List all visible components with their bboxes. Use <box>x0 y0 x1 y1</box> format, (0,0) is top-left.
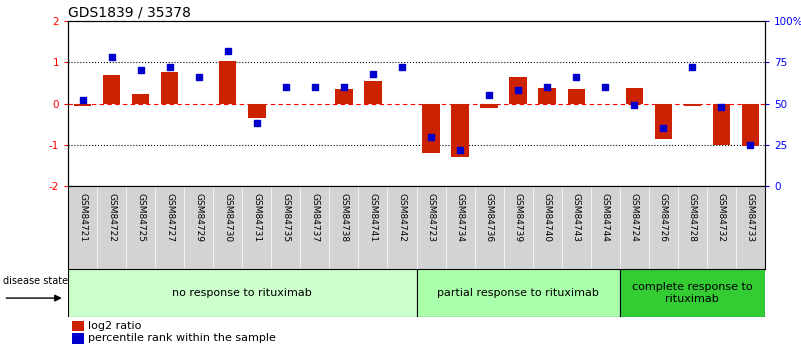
Text: GSM84744: GSM84744 <box>601 193 610 242</box>
Text: GSM84740: GSM84740 <box>543 193 552 242</box>
Text: GSM84726: GSM84726 <box>659 193 668 242</box>
Bar <box>626 88 643 103</box>
Text: disease state: disease state <box>3 276 69 286</box>
Text: log2 ratio: log2 ratio <box>87 321 141 331</box>
Point <box>599 84 612 90</box>
Point <box>163 64 176 70</box>
Text: GSM84742: GSM84742 <box>397 193 406 242</box>
Text: GSM84734: GSM84734 <box>456 193 465 242</box>
Text: no response to rituximab: no response to rituximab <box>172 288 312 298</box>
Point <box>251 121 264 126</box>
Bar <box>620 269 765 317</box>
Point <box>280 84 292 90</box>
Text: GSM84721: GSM84721 <box>78 193 87 242</box>
Bar <box>161 72 179 104</box>
Text: GSM84728: GSM84728 <box>688 193 697 242</box>
Text: GSM84735: GSM84735 <box>281 193 290 242</box>
Text: percentile rank within the sample: percentile rank within the sample <box>87 333 276 343</box>
Bar <box>417 269 620 317</box>
Text: GSM84722: GSM84722 <box>107 193 116 242</box>
Bar <box>219 61 236 104</box>
Point <box>483 92 496 98</box>
Point <box>570 74 582 80</box>
Point <box>396 64 409 70</box>
Text: GSM84737: GSM84737 <box>311 193 320 242</box>
Text: GSM84723: GSM84723 <box>427 193 436 242</box>
Bar <box>103 75 120 103</box>
Point <box>308 84 321 90</box>
Point <box>715 104 728 110</box>
Bar <box>68 269 417 317</box>
Point <box>337 84 350 90</box>
Bar <box>364 81 381 104</box>
Bar <box>713 104 731 145</box>
Text: GSM84731: GSM84731 <box>252 193 261 242</box>
Bar <box>74 104 91 106</box>
Text: GSM84733: GSM84733 <box>746 193 755 242</box>
Bar <box>683 104 701 106</box>
Point <box>512 88 525 93</box>
Text: GSM84725: GSM84725 <box>136 193 145 242</box>
Bar <box>71 321 84 331</box>
Text: GSM84729: GSM84729 <box>195 193 203 242</box>
Text: GSM84724: GSM84724 <box>630 193 638 242</box>
Point <box>686 64 698 70</box>
Bar <box>422 104 440 153</box>
Bar <box>132 95 149 103</box>
Bar <box>248 104 266 118</box>
Bar <box>335 89 352 104</box>
Text: GSM84730: GSM84730 <box>223 193 232 242</box>
Point <box>744 142 757 148</box>
Text: GSM84736: GSM84736 <box>485 193 493 242</box>
Text: complete response to
rituximab: complete response to rituximab <box>632 283 753 304</box>
Bar <box>567 89 585 104</box>
Point <box>105 55 118 60</box>
Text: GSM84732: GSM84732 <box>717 193 726 242</box>
Bar <box>742 104 759 146</box>
Point <box>135 68 147 73</box>
Point <box>367 71 380 77</box>
Text: GSM84738: GSM84738 <box>340 193 348 242</box>
Point <box>453 147 466 152</box>
Bar <box>509 77 527 104</box>
Text: GDS1839 / 35378: GDS1839 / 35378 <box>68 6 191 20</box>
Point <box>541 84 553 90</box>
Text: GSM84739: GSM84739 <box>513 193 522 242</box>
Bar <box>538 88 556 103</box>
Point <box>221 48 234 53</box>
Bar <box>451 104 469 157</box>
Bar <box>654 104 672 139</box>
Bar <box>71 333 84 344</box>
Point <box>425 134 437 139</box>
Text: GSM84741: GSM84741 <box>368 193 377 242</box>
Point <box>657 126 670 131</box>
Text: partial response to rituximab: partial response to rituximab <box>437 288 599 298</box>
Text: GSM84727: GSM84727 <box>165 193 174 242</box>
Bar <box>481 104 497 108</box>
Point <box>628 102 641 108</box>
Point <box>192 74 205 80</box>
Text: GSM84743: GSM84743 <box>572 193 581 242</box>
Point <box>76 97 89 103</box>
